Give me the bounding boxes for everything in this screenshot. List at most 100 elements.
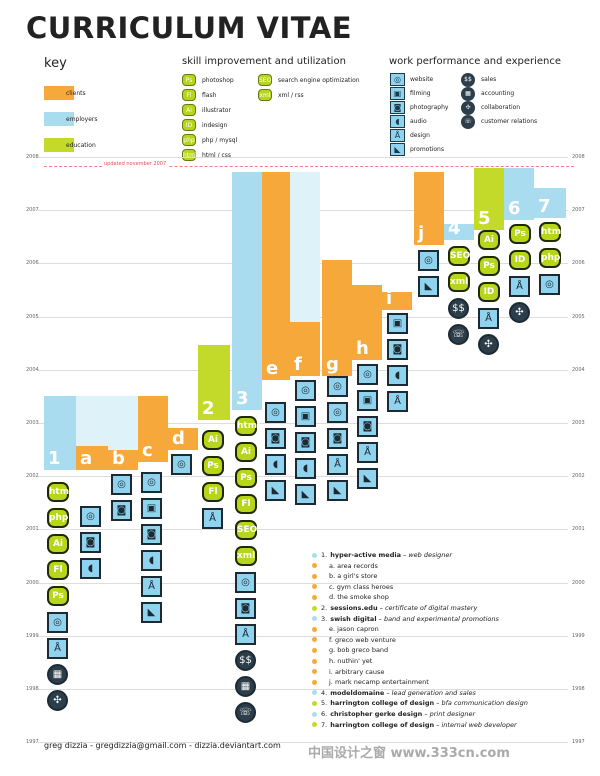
timeline-bar (232, 172, 262, 410)
work-icon: ◎ (357, 364, 378, 385)
legend-dot (312, 563, 317, 569)
legend-detail: – print designer (422, 710, 476, 718)
timeline-bar (108, 450, 138, 470)
legend-dot (312, 722, 317, 728)
legend-detail: – band and experimental promotions (376, 614, 499, 623)
legend-dot (312, 584, 317, 590)
skill-id-icon: ID (478, 282, 500, 302)
key-label: employers (66, 116, 98, 123)
legend-detail: – web designer (400, 551, 453, 559)
legend-item: a. area records (312, 562, 378, 570)
skill-ai-icon: Ai (202, 430, 224, 450)
legend-dot (312, 616, 317, 622)
skill-label: html / css (202, 152, 232, 159)
year-gridline (38, 742, 568, 744)
skill-ps-icon: Ps (47, 586, 69, 606)
column-label: 4 (448, 218, 461, 239)
key-heading: key (44, 56, 67, 71)
legend-item: 7. harrington college of design – interna… (312, 721, 517, 729)
skill-fl-icon: Fl (235, 494, 257, 514)
work-icon: ◙ (265, 428, 286, 449)
skill-seo-icon: SEO (258, 74, 272, 86)
legend-name: harrington college of design (330, 720, 435, 729)
legend-item: 5. harrington college of design – bfa com… (312, 699, 528, 707)
year-label-right: 2003 (572, 420, 585, 426)
skill-ps-icon: Ps (235, 468, 257, 488)
work-icon: ◣ (265, 480, 286, 501)
legend-detail: – internal web developer (434, 720, 517, 729)
year-label-left: 2002 (26, 473, 39, 480)
timeline-bar (290, 322, 320, 376)
legend-item: h. nuthin' yet (312, 657, 372, 665)
legend-item: 3. swish digital – band and experimental … (312, 615, 499, 623)
timeline-bar (382, 292, 412, 310)
legend-detail: j. mark necamp entertainment (329, 678, 429, 687)
work-icon: ◎ (418, 250, 439, 271)
legend-number: 4. (321, 688, 328, 697)
work-icon: ◎ (235, 572, 256, 593)
work-icon: ✣ (509, 302, 530, 323)
work-icon: Å (387, 391, 408, 412)
skill-fl-icon: Fl (202, 482, 224, 502)
work-icon: ◖ (141, 550, 162, 571)
year-label-left: 1999 (26, 632, 39, 639)
column-label: 3 (236, 388, 249, 409)
legend-number: 3. (321, 614, 328, 623)
skill-ps-icon: Ps (182, 74, 196, 86)
work-icon: Å (478, 308, 499, 329)
work-icon: ◙ (235, 598, 256, 619)
work-icon: Å (357, 442, 378, 463)
work-icon: ✣ (478, 334, 499, 355)
timeline-bar (444, 224, 474, 240)
work-icon: ◙ (141, 524, 162, 545)
year-label-right: 2001 (572, 526, 585, 533)
column-label: i (386, 288, 393, 309)
work-icon: ◖ (265, 454, 286, 475)
year-gridline (38, 157, 568, 158)
legend-number: 7. (321, 720, 328, 729)
legend-item: b. a girl's store (312, 572, 377, 580)
timeline-bar (534, 188, 566, 218)
year-label-right: 2002 (572, 473, 585, 480)
skill-html-icon: html (182, 149, 197, 161)
skill-fl-icon: Fl (182, 89, 196, 101)
year-label-right: 2004 (572, 366, 585, 373)
skill-ps-icon: Ps (509, 224, 531, 244)
column-label: a (80, 448, 93, 469)
work-icon: Å (235, 624, 256, 645)
column-label: 6 (508, 198, 521, 219)
website-icon: ◎ (390, 73, 405, 86)
column-label: g (326, 354, 339, 375)
timeline-bar (76, 446, 108, 470)
work-heading: work performance and experience (389, 56, 562, 67)
work-icon: ◎ (295, 380, 316, 401)
column-label: 1 (48, 448, 61, 469)
work-icon: ◙ (295, 432, 316, 453)
legend-dot (312, 700, 317, 706)
legend-item: 2. sessions.edu – certificate of digital … (312, 604, 477, 612)
legend-detail: h. nuthin' yet (329, 657, 373, 665)
work-icon: ◎ (327, 402, 348, 423)
collaboration-icon: ✣ (461, 101, 475, 115)
work-icon: ◙ (327, 428, 348, 449)
legend-number: 1. (321, 551, 328, 559)
camera-icon: ◙ (390, 101, 405, 114)
work-icon: Å (509, 276, 530, 297)
work-icon: ◣ (141, 602, 162, 623)
updated-line (44, 166, 574, 167)
legend-detail: – certificate of digital mastery (377, 604, 478, 612)
timeline-bar (352, 285, 382, 360)
skill-html-icon: html (235, 416, 260, 436)
work-label: accounting (481, 90, 515, 97)
audio-icon: ◖ (390, 115, 405, 128)
legend-number: 5. (321, 699, 328, 708)
footer-contact: greg dizzia - gregdizzia@gmail.com - diz… (44, 741, 281, 750)
skill-ai-icon: Ai (47, 534, 69, 554)
timeline-bar (262, 172, 290, 380)
column-label: 5 (478, 208, 491, 229)
legend-detail: – bfa communication design (434, 699, 528, 708)
legend-item: 4. modeldomaine – lead generation and sal… (312, 689, 476, 697)
work-icon: ▣ (357, 390, 378, 411)
work-icon: ◖ (80, 558, 101, 579)
year-label-left: 1998 (26, 686, 39, 692)
